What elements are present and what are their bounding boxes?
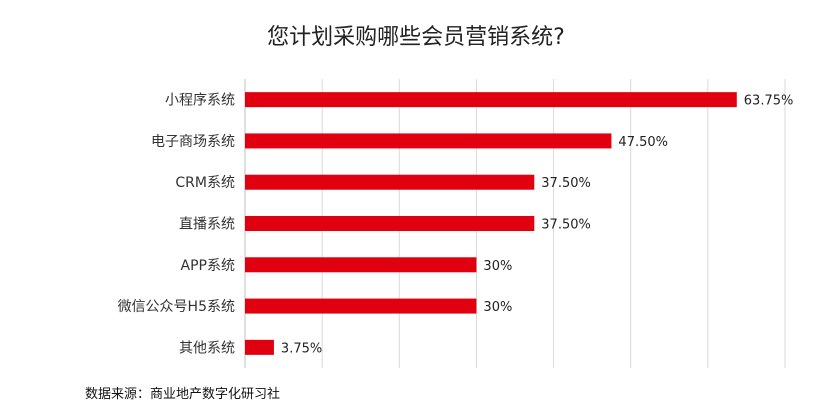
category-label: APP系统 [181, 258, 235, 274]
bar [245, 298, 477, 314]
value-label: 30% [483, 259, 512, 274]
bar [245, 257, 477, 273]
category-label: 小程序系统 [165, 93, 235, 109]
bar [245, 133, 612, 149]
category-label: 其他系统 [179, 340, 235, 356]
bar [245, 339, 274, 355]
bars [245, 92, 737, 355]
source-note: 数据来源：商业地产数字化研习社 [85, 386, 280, 402]
value-labels: 63.75% 47.50% 37.50% 37.50% 30% 30% 3.75% [281, 94, 793, 357]
category-label: 电子商场系统 [151, 134, 235, 150]
value-label: 47.50% [618, 135, 668, 150]
category-label: 微信公众号H5系统 [118, 299, 235, 315]
value-label: 30% [483, 300, 512, 315]
value-label: 63.75% [744, 94, 794, 109]
bar [245, 174, 535, 190]
bar [245, 216, 535, 231]
category-label: 直播系统 [179, 216, 235, 233]
value-label: 37.50% [541, 176, 591, 191]
category-label: CRM系统 [175, 175, 235, 191]
chart-title: 您计划采购哪些会员营销系统? [267, 25, 565, 50]
value-label: 37.50% [541, 218, 591, 233]
bar [245, 92, 737, 108]
value-label: 3.75% [281, 341, 322, 356]
